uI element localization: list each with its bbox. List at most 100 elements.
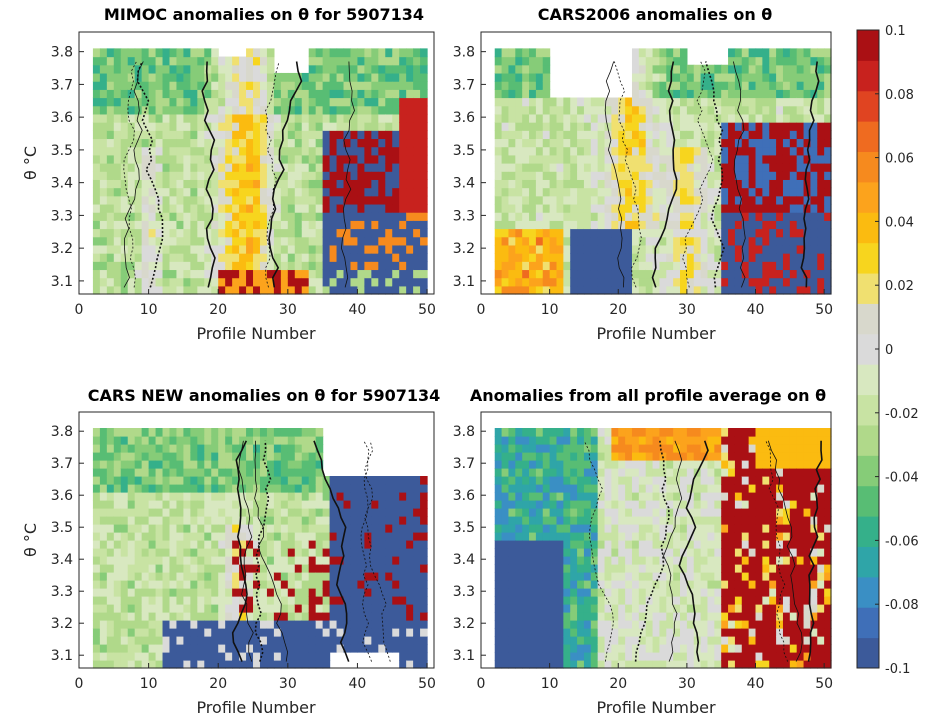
heatmap-cell	[190, 660, 198, 669]
heatmap-cell	[127, 428, 136, 437]
heatmap-cell	[99, 171, 108, 180]
heatmap-cell	[618, 604, 626, 613]
heatmap-cell	[294, 628, 303, 637]
heatmap-cell	[604, 154, 612, 164]
heatmap-cell	[542, 285, 551, 295]
heatmap-cell	[597, 652, 606, 661]
heatmap-cell	[315, 89, 324, 99]
heatmap-cell	[406, 64, 414, 74]
heatmap-cell	[577, 171, 585, 180]
heatmap-cell	[645, 532, 654, 541]
heatmap-cell	[494, 236, 503, 246]
heatmap-cell	[817, 56, 825, 66]
heatmap-cell	[741, 171, 750, 180]
heatmap-cell	[659, 122, 667, 131]
heatmap-cell	[515, 195, 523, 205]
heatmap-cell	[413, 516, 421, 525]
heatmap-cell	[666, 154, 674, 164]
heatmap-cell	[232, 269, 240, 279]
heatmap-cell	[413, 130, 421, 140]
heatmap-cell	[652, 508, 661, 517]
heatmap-cell	[631, 644, 640, 653]
heatmap-cell	[246, 122, 254, 131]
heatmap-cell	[350, 556, 359, 565]
heatmap-cell	[225, 500, 233, 509]
heatmap-cell	[625, 516, 633, 525]
heatmap-cell	[577, 460, 585, 469]
heatmap-cell	[364, 261, 372, 271]
heatmap-cell	[824, 89, 832, 99]
heatmap-cell	[308, 253, 317, 262]
heatmap-cell	[604, 195, 612, 205]
heatmap-cell	[515, 580, 523, 589]
heatmap-cell	[99, 476, 108, 485]
heatmap-cell	[556, 285, 564, 295]
heatmap-cell	[542, 492, 551, 501]
heatmap-cell	[680, 220, 688, 230]
x-tick-label: 50	[418, 676, 436, 692]
heatmap-cell	[350, 179, 359, 189]
heatmap-cell	[583, 564, 592, 573]
heatmap-cell	[556, 612, 564, 621]
heatmap-cell	[120, 644, 129, 653]
heatmap-cell	[364, 195, 372, 205]
heatmap-cell	[652, 444, 661, 453]
heatmap-cell	[211, 171, 219, 180]
heatmap-cell	[392, 72, 400, 82]
heatmap-cell	[218, 212, 226, 221]
heatmap-cell	[364, 244, 372, 254]
heatmap-cell	[350, 500, 359, 509]
heatmap-cell	[659, 171, 667, 180]
heatmap-cell	[246, 612, 254, 621]
heatmap-cell	[127, 269, 136, 279]
heatmap-cell	[197, 146, 205, 156]
heatmap-cell	[686, 212, 695, 221]
heatmap-cell	[542, 277, 551, 287]
heatmap-cell	[204, 548, 212, 557]
heatmap-cell	[501, 203, 510, 213]
heatmap-cell	[721, 253, 729, 262]
heatmap-cell	[721, 163, 729, 172]
y-tick-label: 3.4	[453, 176, 475, 192]
heatmap-cell	[246, 220, 254, 230]
heatmap-cell	[364, 492, 372, 501]
heatmap-cell	[315, 444, 324, 453]
heatmap-cell	[762, 179, 770, 189]
heatmap-cell	[673, 138, 681, 148]
heatmap-cell	[680, 81, 688, 90]
heatmap-cell	[106, 612, 115, 621]
heatmap-cell	[529, 154, 537, 164]
heatmap-cell	[378, 130, 386, 140]
heatmap-cell	[728, 261, 736, 271]
heatmap-cell	[329, 220, 338, 230]
heatmap-cell	[357, 484, 365, 493]
heatmap-cell	[197, 195, 205, 205]
heatmap-cell	[169, 138, 178, 148]
heatmap-cell	[364, 508, 372, 517]
heatmap-cell	[522, 203, 530, 213]
heatmap-cell	[322, 122, 331, 131]
heatmap-cell	[385, 244, 393, 254]
heatmap-cell	[225, 580, 233, 589]
heatmap-cell	[343, 64, 352, 74]
heatmap-cell	[789, 113, 798, 123]
heatmap-cell	[618, 508, 626, 517]
heatmap-cell	[501, 500, 510, 509]
heatmap-cell	[294, 228, 303, 238]
heatmap-cell	[155, 564, 164, 573]
heatmap-cell	[246, 154, 254, 164]
heatmap-cell	[364, 540, 372, 549]
heatmap-cell	[120, 261, 129, 271]
heatmap-cell	[769, 253, 777, 262]
heatmap-cell	[762, 56, 770, 66]
heatmap-cell	[728, 285, 736, 295]
heatmap-cell	[413, 56, 421, 66]
heatmap-cell	[638, 556, 647, 565]
heatmap-cell	[824, 187, 832, 197]
heatmap-cell	[232, 460, 240, 469]
heatmap-cell	[631, 195, 640, 205]
heatmap-cell	[631, 130, 640, 140]
heatmap-cell	[406, 269, 414, 279]
heatmap-cell	[542, 444, 551, 453]
heatmap-cell	[529, 130, 537, 140]
